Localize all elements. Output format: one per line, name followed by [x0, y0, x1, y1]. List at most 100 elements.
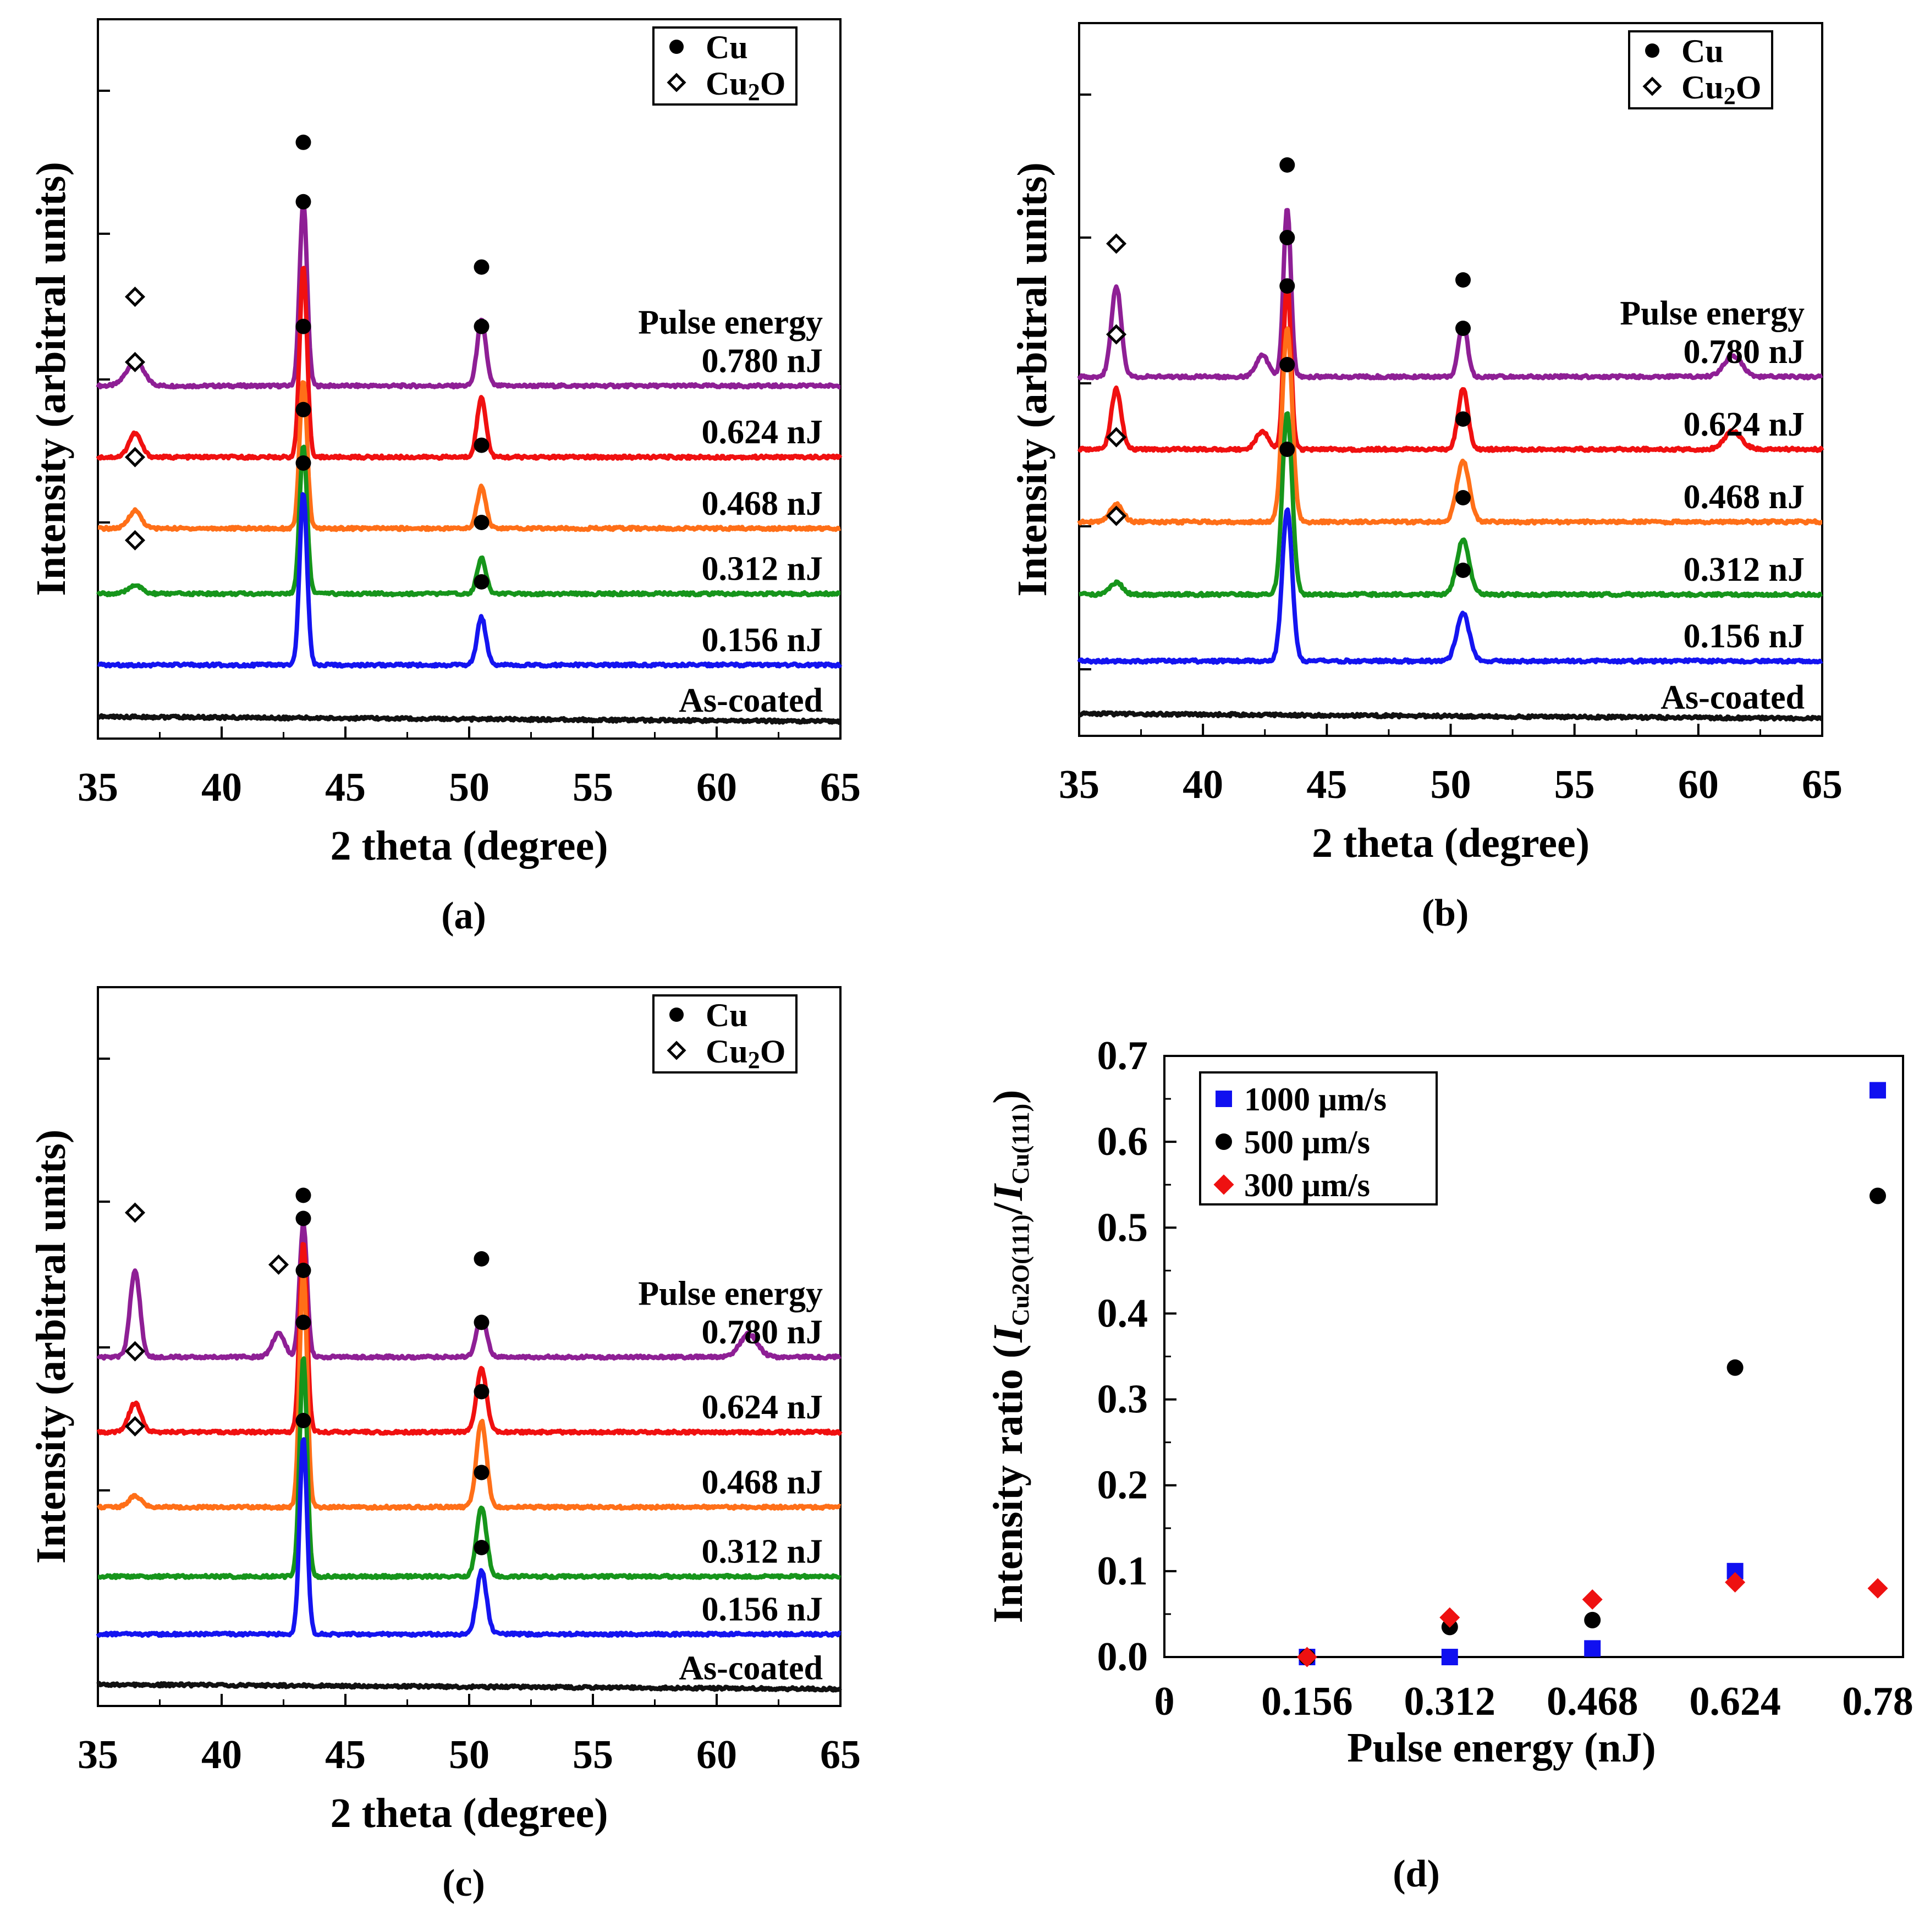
x-tick-label: 65: [1802, 762, 1843, 807]
y-axis-label-part: I: [985, 1183, 1031, 1201]
series-line: [1077, 507, 1823, 665]
legend-label: 500 μm/s: [1244, 1124, 1370, 1160]
y-axis-label-part: Intensity ratio (: [985, 1345, 1031, 1623]
series-line: [96, 1223, 842, 1361]
cu2o-peak-marker: [1106, 427, 1127, 448]
y-axis-label: Intensity ratio (ICu2O(111)/ICu(111)): [985, 1090, 1034, 1623]
point-300um-s: [1296, 1647, 1317, 1667]
series-line: [97, 380, 842, 532]
series-line: [96, 200, 842, 390]
cu-peak-marker: [474, 515, 490, 530]
x-tick-label: 60: [696, 1732, 737, 1777]
legend-cu2o-subscript: 2: [748, 79, 760, 106]
panel-label: (c): [442, 1862, 485, 1905]
x-tick-label: 0.468: [1547, 1679, 1638, 1724]
x-tick-label: 40: [201, 1732, 242, 1777]
cu-peak-marker: [474, 1384, 490, 1400]
series-label: 0.156 nJ: [1684, 618, 1805, 655]
series-label: As-coated: [679, 682, 823, 719]
legend-cu2o-label: Cu2O: [706, 1033, 785, 1074]
legend-cu2o-label-main: Cu: [706, 1033, 748, 1070]
series-label: 0.624 nJ: [1684, 406, 1805, 443]
cu2o-peak-marker: [124, 530, 146, 551]
series-line: [96, 444, 842, 598]
legend-cu2o-subscript: 2: [1724, 82, 1736, 109]
legend-cu-label: Cu: [706, 997, 748, 1033]
cu-peak-marker: [295, 1263, 311, 1278]
cu2o-peak-marker: [124, 1202, 146, 1223]
y-axis-label-part: I: [985, 1325, 1031, 1343]
cu-peak-marker: [1455, 411, 1471, 427]
point-300um-s: [1582, 1589, 1603, 1610]
legend-cu-marker: [669, 1008, 684, 1022]
legend-cu2o-label-main: Cu: [1681, 69, 1724, 106]
y-tick-label: 0.6: [1097, 1119, 1148, 1164]
y-axis-label-part: Cu(111): [1007, 1104, 1034, 1185]
cu-peak-marker: [1279, 357, 1295, 372]
cu-peak-marker: [474, 1314, 490, 1330]
panel-b: 35 40 45 50 55 60 65 2 theta (degree) Intensity …: [1009, 22, 1843, 934]
cu-peak-marker: [295, 1413, 311, 1428]
point-300um-s: [1725, 1572, 1746, 1593]
series-label: 0.468 nJ: [702, 485, 823, 522]
y-axis-label: Intensity (arbitral units): [28, 1130, 74, 1564]
series-label: As-coated: [1660, 679, 1805, 717]
legend-title: Pulse energy: [638, 304, 823, 342]
legend-cu2o-label: Cu2O: [1681, 69, 1761, 109]
legend-cu-label: Cu: [1681, 33, 1724, 69]
cu-peak-marker: [295, 194, 311, 210]
x-tick-label: 0.156: [1261, 1679, 1353, 1724]
legend-cu-label: Cu: [706, 29, 748, 65]
cu-peak-marker: [295, 134, 311, 150]
legend-cu2o-label-main: Cu: [706, 65, 748, 102]
cu-peak-marker: [474, 1540, 490, 1555]
panel-c: 35 40 45 50 55 60 65 2 theta (degree) Intensity …: [28, 986, 861, 1905]
cu2o-peak-marker: [1106, 324, 1127, 345]
legend-cu2o-marker: [1642, 76, 1662, 96]
y-axis-label: Intensity (arbitral units): [28, 162, 74, 596]
x-tick-label: 50: [1431, 762, 1471, 807]
legend-cu2o-marker: [667, 73, 686, 92]
series-label: 0.312 nJ: [702, 551, 823, 588]
legend-title: Pulse energy: [1620, 295, 1805, 332]
panel-label: (d): [1393, 1853, 1440, 1895]
point-300um-s: [1867, 1578, 1888, 1599]
series-line: [96, 1437, 842, 1638]
series-line: [1077, 208, 1823, 381]
cu2o-peak-marker: [1106, 233, 1127, 254]
point-500um-s: [1869, 1187, 1886, 1204]
series-line: [96, 1242, 843, 1436]
legend-cu2o-subscript: 2: [748, 1047, 760, 1074]
y-tick-label: 0.7: [1097, 1033, 1148, 1078]
series-line: [96, 1681, 842, 1693]
legend-cu2o-label-tail: O: [1736, 69, 1762, 106]
cu-peak-marker: [474, 259, 490, 275]
x-tick-label: 40: [1183, 762, 1223, 807]
x-tick-label: 35: [1059, 762, 1099, 807]
cu-peak-marker: [1455, 321, 1471, 336]
legend-marker: [1216, 1091, 1232, 1107]
legend-box: [1199, 1071, 1438, 1206]
panel-a: 35 40 45 50 55 60 65 2 theta (degree) Intensity …: [28, 18, 861, 937]
cu-peak-marker: [295, 455, 311, 471]
cu-peak-marker: [295, 1314, 311, 1330]
series-label: 0.780 nJ: [702, 343, 823, 380]
cu-peak-marker: [295, 401, 311, 417]
cu2o-peak-marker: [1106, 505, 1127, 526]
series-line: [96, 266, 843, 461]
series-line: [1078, 710, 1823, 722]
series-label: 0.780 nJ: [1684, 333, 1805, 371]
series-label: 0.312 nJ: [702, 1533, 823, 1571]
cu-peak-marker: [474, 574, 490, 590]
x-tick-label: 65: [820, 765, 861, 810]
legend-marker: [1213, 1174, 1234, 1195]
panel-label: (b): [1422, 892, 1469, 934]
x-tick-label: 55: [573, 1732, 613, 1777]
legend-title: Pulse energy: [638, 1275, 823, 1313]
point-500um-s: [1726, 1359, 1744, 1376]
x-tick-label: 45: [1306, 762, 1347, 807]
series-line: [1077, 326, 1823, 526]
cu2o-peak-marker: [124, 1416, 146, 1437]
cu-peak-marker: [1279, 157, 1295, 173]
